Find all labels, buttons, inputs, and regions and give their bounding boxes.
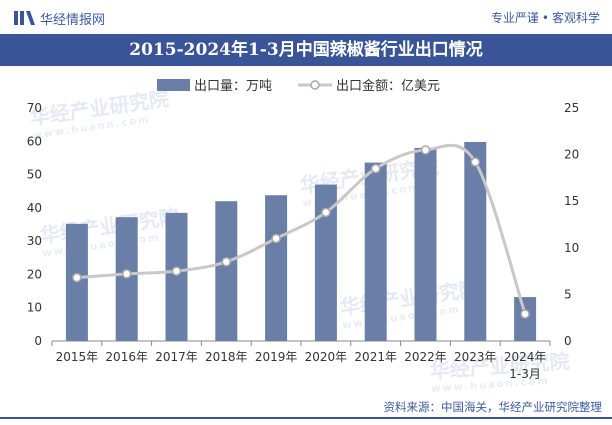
legend-label: 出口量：万吨 [194, 79, 272, 94]
line-point [520, 309, 530, 319]
legend-label: 出口金额：亿美元 [336, 78, 440, 94]
x-tick-label: 2023年 [454, 350, 497, 364]
slogan-dot: • [541, 11, 549, 25]
x-tick-label: 2020年 [305, 350, 348, 364]
bar [414, 147, 437, 341]
y-tick-label: 50 [27, 168, 42, 182]
x-tick-label: 2024年 [504, 350, 547, 364]
line-point [72, 272, 82, 283]
line-point [121, 269, 132, 279]
x-tick-label: 2022年 [404, 350, 447, 364]
legend-marker [310, 80, 320, 90]
bar [464, 141, 487, 341]
x-tick-label: 2017年 [155, 350, 198, 364]
x-tick-label: 2021年 [354, 350, 397, 364]
bar [65, 223, 88, 341]
y2-tick-label: 20 [564, 148, 579, 162]
bar [314, 184, 337, 341]
series-line [76, 143, 527, 315]
y-tick-label: 0 [34, 334, 42, 348]
brand-name: 华经情报网 [40, 13, 106, 28]
slogan-right: 客观科学 [551, 11, 600, 25]
logo-icon [14, 11, 35, 25]
bar [364, 162, 387, 341]
line-point [370, 163, 381, 174]
y2-tick-label: 5 [564, 287, 572, 301]
slogan: 专业严谨 • 客观科学 [491, 9, 600, 26]
bar [165, 212, 188, 341]
x-tick-label: 2018年 [205, 350, 248, 364]
line-point [470, 157, 481, 167]
y2-tick-label: 10 [564, 241, 579, 255]
y-tick-label: 60 [27, 134, 42, 148]
y2-tick-label: 25 [564, 101, 579, 115]
source-note: 资料来源：中国海关，华经产业研究院整理 [383, 400, 603, 414]
chart: 出口量：万吨 出口金额：亿美元 0 10 20 30 40 50 60 70 0 5 10 15 20 25 2… [27, 78, 580, 381]
x-tick-label: 2016年 [105, 350, 148, 364]
bar [215, 201, 238, 341]
line-point [171, 266, 182, 276]
y-tick-label: 10 [27, 301, 42, 315]
bar [115, 217, 138, 341]
x-tick-label: 2015年 [56, 350, 99, 364]
x-tick-label: 1-3月 [509, 367, 541, 381]
y-tick-label: 20 [27, 267, 42, 281]
line-point [420, 145, 431, 155]
line-point [321, 207, 331, 218]
y2-tick-label: 0 [564, 334, 572, 348]
y-tick-label: 70 [27, 101, 42, 115]
bottom-divider [0, 417, 612, 419]
y2-tick-label: 15 [564, 194, 579, 208]
slogan-left: 专业严谨 [490, 11, 539, 25]
line-point [221, 257, 232, 267]
top-bar: 华经情报网 专业严谨 • 客观科学 [0, 0, 612, 34]
x-tick-label: 2019年 [255, 350, 298, 364]
chart-title: 2015-2024年1-3月中国辣椒酱行业出口情况 [0, 34, 612, 66]
bar [265, 195, 288, 341]
y-tick-label: 30 [27, 234, 42, 248]
bar [514, 297, 537, 341]
y-tick-label: 40 [27, 201, 42, 215]
legend-bar-swatch [157, 79, 190, 91]
line-point [271, 233, 281, 244]
